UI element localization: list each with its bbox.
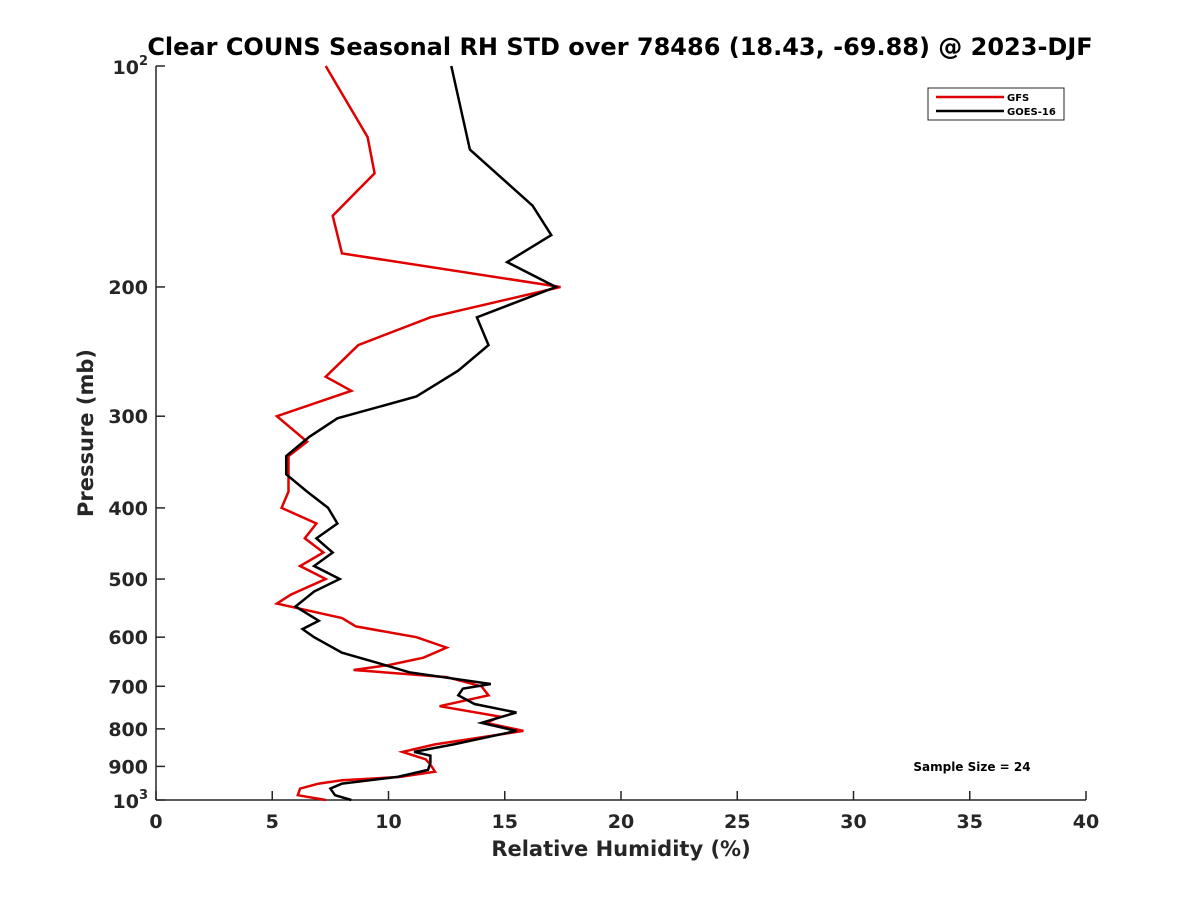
y-tick-label: 300	[108, 406, 148, 428]
y-tick-label: 700	[108, 676, 148, 698]
chart-title: Clear COUNS Seasonal RH STD over 78486 (…	[147, 33, 1092, 61]
x-tick-label: 25	[724, 811, 750, 833]
x-tick-label: 40	[1073, 811, 1099, 833]
y-tick-label: 900	[108, 756, 148, 778]
y-tick-base: 10	[113, 57, 139, 79]
legend-label-goes-16: GOES-16	[1007, 107, 1056, 118]
y-tick-label: 500	[108, 569, 148, 591]
y-tick-label: 400	[108, 498, 148, 520]
legend-box	[927, 87, 1065, 121]
series-group	[273, 65, 561, 802]
plot-area	[155, 65, 1086, 802]
legend: GFS GOES-16	[927, 87, 1065, 121]
y-tick-base: 10	[113, 791, 139, 813]
y-tick-label: 800	[108, 719, 148, 741]
x-axis-ticks: 0 5 10 15 20 25 30 35 40	[149, 791, 1099, 833]
y-tick-exponent: 3	[139, 788, 148, 803]
x-axis-label: Relative Humidity (%)	[491, 837, 750, 861]
x-tick-label: 10	[375, 811, 401, 833]
x-tick-label: 30	[840, 811, 866, 833]
series-line-gfs	[273, 65, 561, 802]
sample-size-annotation: Sample Size = 24	[913, 760, 1030, 774]
x-tick-label: 5	[266, 811, 279, 833]
x-tick-label: 20	[608, 811, 634, 833]
x-tick-label: 0	[149, 811, 162, 833]
x-tick-label: 15	[492, 811, 518, 833]
series-line-goes-16	[284, 65, 559, 802]
x-tick-label: 35	[957, 811, 983, 833]
y-tick-label: 200	[108, 277, 148, 299]
y-tick-exponent: 2	[139, 54, 148, 69]
y-axis-label: Pressure (mb)	[74, 349, 98, 517]
y-tick-label: 600	[108, 627, 148, 649]
legend-label-gfs: GFS	[1007, 93, 1029, 104]
